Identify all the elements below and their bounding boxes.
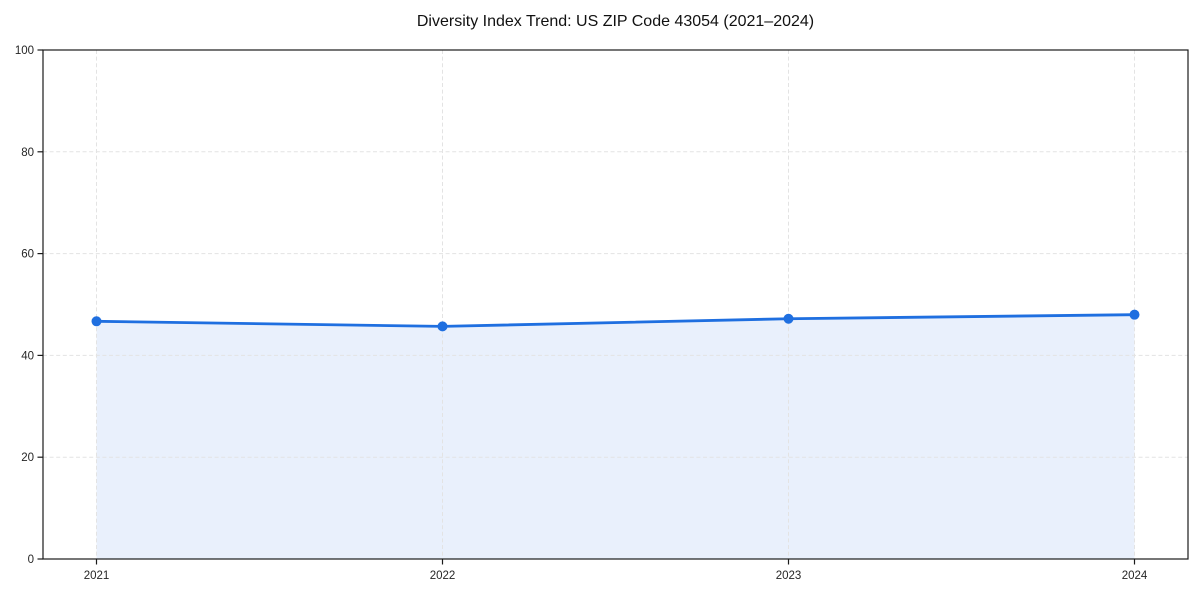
y-tick-label: 40 (21, 350, 34, 362)
y-tick-label: 20 (21, 452, 34, 464)
data-point-2022 (437, 321, 448, 332)
trend-line (95, 313, 1136, 328)
y-tick-label: 100 (15, 45, 34, 57)
data-point-2023 (783, 313, 794, 324)
y-tick-label: 80 (21, 147, 34, 159)
plot-border (42, 49, 1189, 560)
x-tick-label: 2024 (1122, 570, 1148, 582)
data-point-2024 (1129, 309, 1140, 320)
chart-title: Diversity Index Trend: US ZIP Code 43054… (416, 13, 815, 30)
data-point-2021 (91, 316, 102, 327)
x-tick-label: 2023 (776, 570, 802, 582)
area-fill (96, 314, 1135, 559)
y-tick-label: 60 (21, 249, 34, 261)
y-tick-label: 0 (28, 554, 34, 566)
x-tick-label: 2022 (430, 570, 456, 582)
x-tick-label: 2021 (84, 570, 110, 582)
